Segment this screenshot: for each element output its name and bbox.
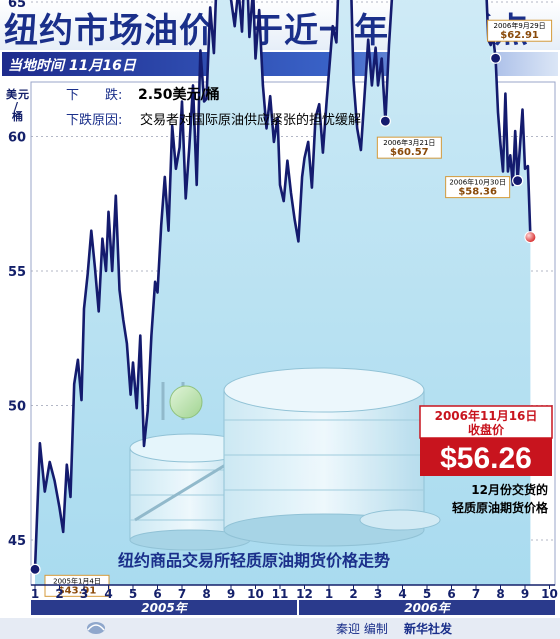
callout-date: 2006年3月21日 [383, 138, 435, 147]
callout-box [487, 19, 553, 42]
x-tick-label: 5 [423, 587, 431, 601]
x-tick-label: 11 [272, 587, 289, 601]
year-label-2005: 2005年 [141, 601, 188, 615]
x-tick-label: 12 [296, 587, 313, 601]
y-tick-label: 45 [8, 534, 26, 549]
y-tick-label: 60 [8, 131, 26, 146]
annotation-callouts: 2005年1月4日$43.912005年8月30日$69.902006年1月20… [44, 19, 553, 597]
annotation-markers [29, 52, 537, 575]
callout-date: 2006年10月30日 [449, 178, 506, 187]
reason-label: 下跌原因: [66, 112, 122, 128]
callout-box [376, 136, 442, 159]
footer-editor: 秦迎 编制 [336, 621, 388, 636]
footer-band [0, 618, 560, 639]
x-tick-label: 6 [447, 587, 455, 601]
callout-value: $58.36 [458, 187, 497, 198]
x-tick-label: 7 [178, 587, 186, 601]
x-tick-label: 9 [521, 587, 529, 601]
x-tick-label: 10 [247, 587, 264, 601]
x-tick-label: 8 [202, 587, 210, 601]
callout-value: $43.91 [58, 585, 97, 596]
footer-agency: 新华社发 [404, 621, 453, 636]
y-axis-unit-2: 元 [18, 88, 29, 101]
year-band-2006 [299, 600, 555, 615]
callout-box [445, 176, 511, 199]
year-band-2005 [31, 600, 297, 615]
annotation-marker [379, 115, 391, 127]
x-tick-label: 10 [541, 587, 558, 601]
callout-date: 2005年1月4日 [53, 576, 101, 585]
x-tick-label: 5 [129, 587, 137, 601]
date-text: 当地时间 11月16日 [8, 58, 136, 74]
drop-value: 2.50美元/桶 [138, 86, 220, 103]
x-tick-label: 4 [398, 587, 406, 601]
reason-value: 交易者对国际原油供应紧张的担忧缓解 [140, 112, 361, 128]
x-tick-label: 2 [55, 587, 63, 601]
close-price: $56.26 [440, 442, 532, 475]
x-tick-label: 7 [472, 587, 480, 601]
x-tick-label: 9 [227, 587, 235, 601]
year-label-2006: 2006年 [404, 601, 451, 615]
annotation-marker [29, 563, 41, 575]
price-line [33, 0, 532, 570]
x-tick-label: 4 [104, 587, 112, 601]
y-tick-label: 55 [8, 265, 26, 280]
x-tick-label: 8 [496, 587, 504, 601]
y-tick-label: 50 [8, 400, 26, 415]
y-axis-unit-slash: / [14, 100, 19, 113]
drop-label: 下 跌: [66, 87, 122, 103]
contract-line-1: 12月份交货的 [471, 482, 548, 497]
annotation-marker [490, 52, 502, 64]
final-close-marker [524, 231, 537, 244]
x-tick-label: 3 [374, 587, 382, 601]
y-axis-unit-3: 桶 [11, 109, 23, 123]
callout-date: 2006年9月29日 [494, 21, 546, 30]
callout-value: $62.91 [500, 30, 539, 41]
x-axis: 1234567891011121234567891011月 [31, 584, 560, 601]
x-tick-label: 1 [325, 587, 333, 601]
x-tick-label: 6 [153, 587, 161, 601]
y-axis-unit-1: 美 [6, 87, 18, 101]
chart-title: 纽约商品交易所轻质原油期货价格走势 [118, 551, 390, 570]
close-date: 2006年11月16日 [435, 408, 538, 423]
y-axis: 45505560657075 [8, 0, 26, 549]
x-tick-label: 2 [349, 587, 357, 601]
close-price-box: 2006年11月16日 收盘价 $56.26 12月份交货的 轻质原油期货价格 [419, 405, 553, 515]
x-tick-label: 1 [31, 587, 39, 601]
x-tick-label: 3 [80, 587, 88, 601]
xinhua-logo-icon [87, 622, 105, 634]
y-tick-label: 65 [8, 0, 26, 11]
oil-tanks-illustration [129, 367, 441, 551]
callout-value: $60.57 [390, 147, 429, 158]
close-label: 收盘价 [468, 422, 505, 437]
contract-line-2: 轻质原油期货价格 [452, 500, 549, 515]
annotation-marker [512, 175, 524, 187]
